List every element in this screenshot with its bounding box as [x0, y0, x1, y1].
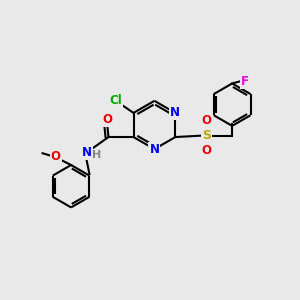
Text: N: N — [149, 142, 159, 156]
Text: Cl: Cl — [109, 94, 122, 107]
Text: H: H — [92, 150, 101, 160]
Text: N: N — [170, 106, 180, 119]
Text: O: O — [201, 114, 211, 127]
Text: O: O — [51, 150, 61, 163]
Text: O: O — [102, 113, 112, 126]
Text: N: N — [82, 146, 92, 159]
Text: F: F — [241, 75, 248, 88]
Text: O: O — [201, 144, 211, 158]
Text: S: S — [202, 129, 211, 142]
